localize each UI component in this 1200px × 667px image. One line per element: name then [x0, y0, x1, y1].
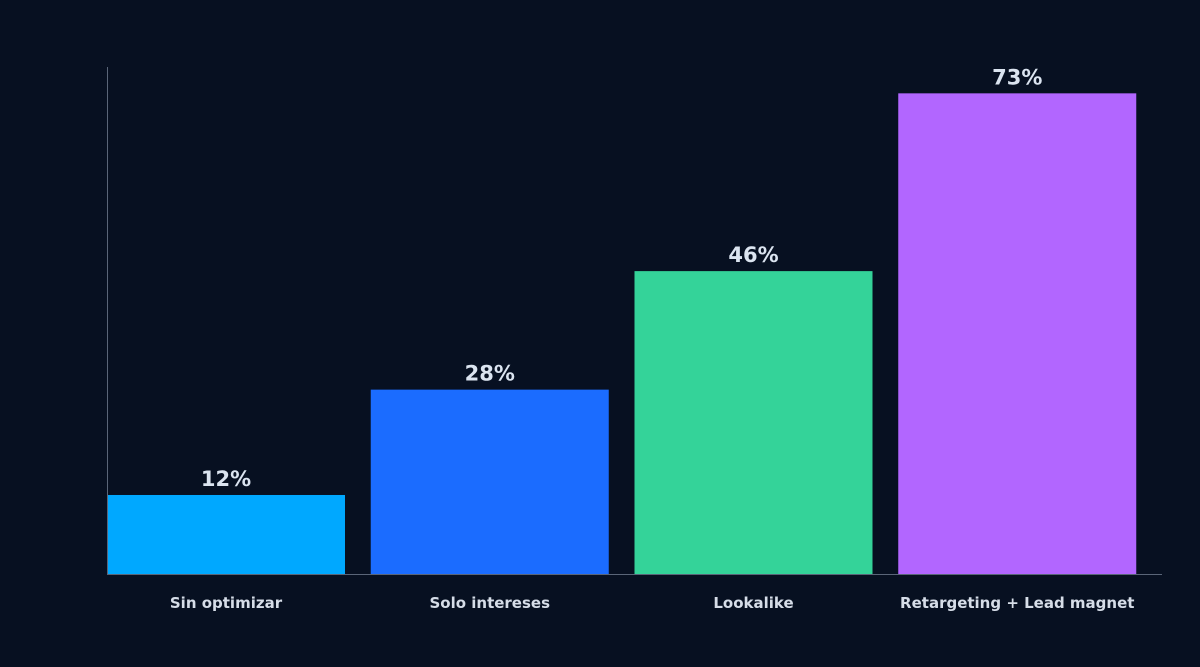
- bar-1: [107, 494, 345, 574]
- bars-group: [107, 93, 1137, 575]
- value-labels-group: 12% 28% 46% 73%: [201, 65, 1043, 491]
- category-labels-group: Sin optimizar Solo intereses Lookalike Reta…: [170, 594, 1135, 612]
- category-label-4: Retargeting + Lead magnet: [900, 594, 1134, 612]
- bar-value-label-3: 46%: [728, 243, 778, 267]
- category-label-1: Sin optimizar: [170, 594, 283, 612]
- bar-value-label-4: 73%: [992, 65, 1042, 89]
- bar-4: [898, 93, 1137, 575]
- bar-value-label-2: 28%: [465, 362, 515, 386]
- bar-value-label-1: 12%: [201, 467, 251, 491]
- category-label-3: Lookalike: [713, 594, 793, 612]
- bar-2: [370, 389, 609, 574]
- bar-3: [634, 271, 873, 574]
- category-label-2: Solo intereses: [429, 594, 550, 612]
